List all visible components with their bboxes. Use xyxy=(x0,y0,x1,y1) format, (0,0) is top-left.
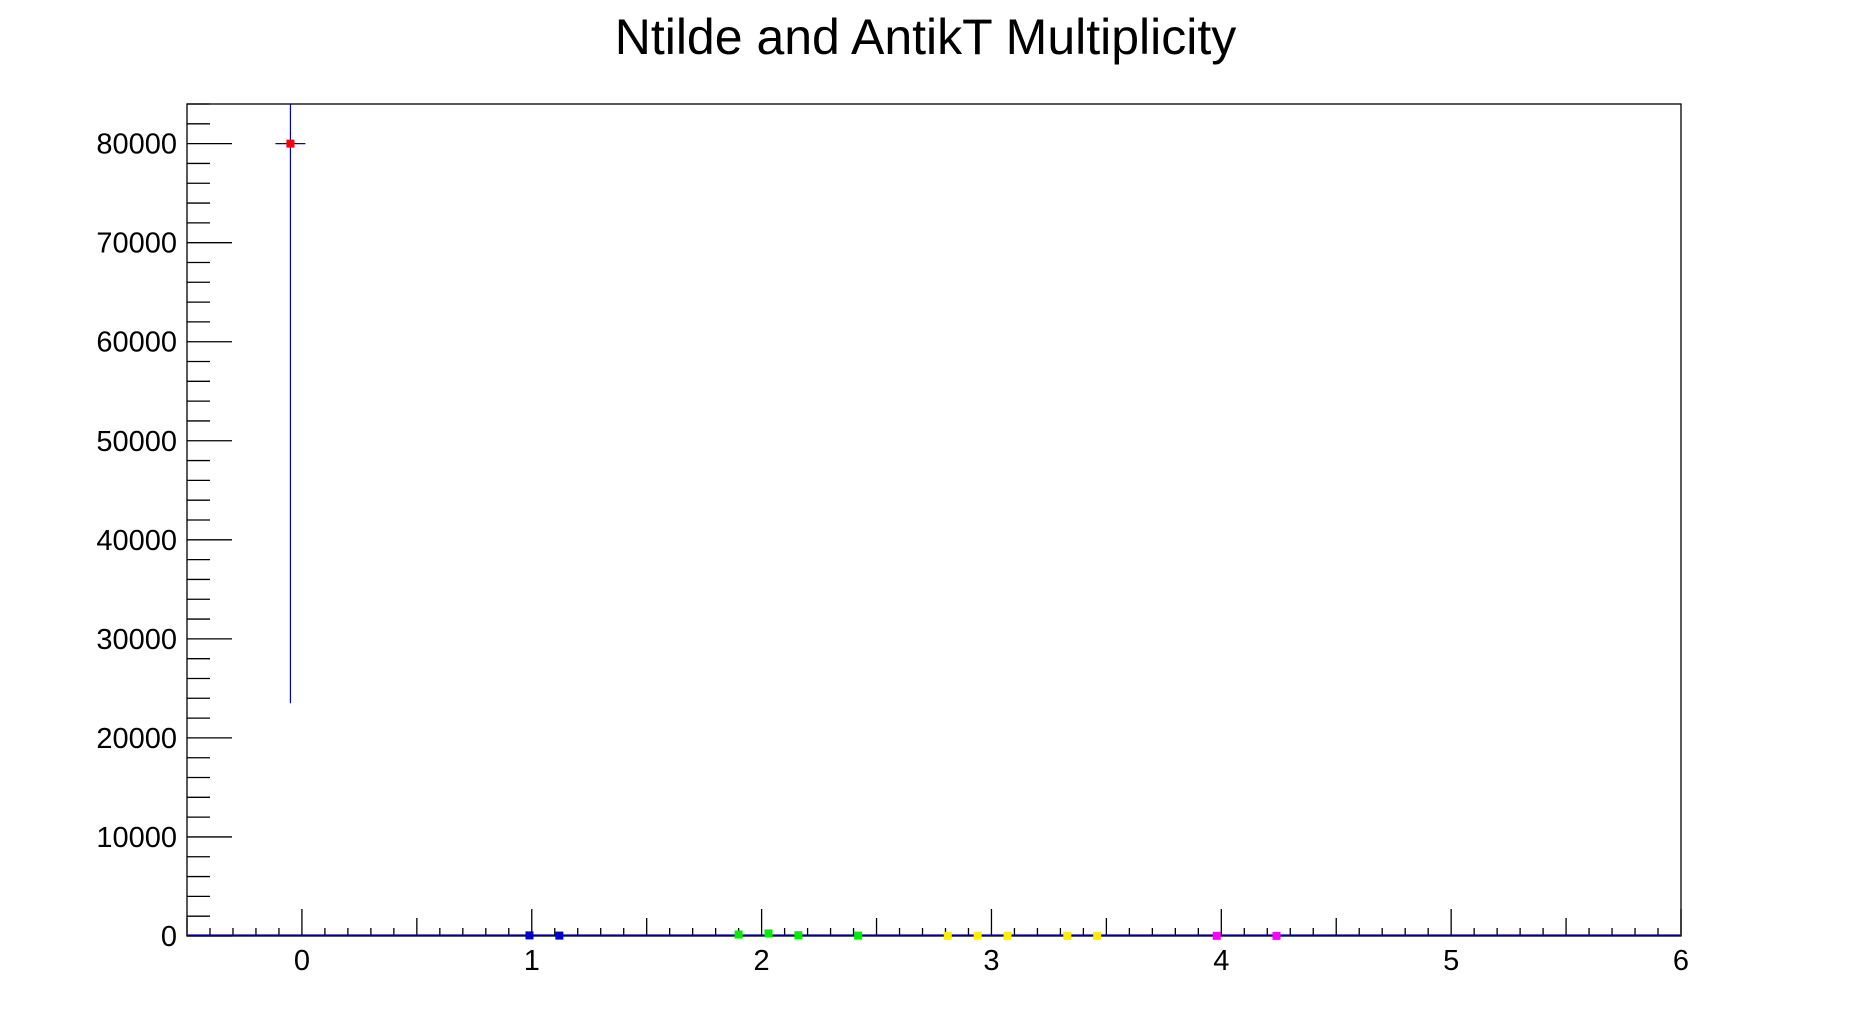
chart-title: Ntilde and AntikT Multiplicity xyxy=(614,9,1237,65)
y-tick-label: 10000 xyxy=(96,822,177,854)
data-point-s4-p1 xyxy=(1272,931,1281,940)
data-point-s1-p1 xyxy=(555,931,564,940)
x-tick-label: 5 xyxy=(1443,945,1459,977)
x-tick-label: 1 xyxy=(524,945,540,977)
x-axis: 0 1 2 3 4 5 6 xyxy=(186,909,1689,977)
data-points xyxy=(275,104,1281,940)
x-tick-label: 0 xyxy=(294,945,310,977)
data-point-s4-p0 xyxy=(1212,931,1221,940)
y-axis: 0 10000 20000 30000 40000 50000 60000 70000 8000… xyxy=(96,103,232,953)
data-point-s3-p1 xyxy=(973,931,982,940)
x-tick-label: 2 xyxy=(754,945,770,977)
plot-frame xyxy=(186,103,1682,937)
y-tick-label: 70000 xyxy=(96,228,177,260)
y-tick-label: 20000 xyxy=(96,723,177,755)
data-point-s1-p0 xyxy=(525,931,534,940)
y-tick-label: 30000 xyxy=(96,624,177,656)
x-tick-label: 3 xyxy=(983,945,999,977)
y-tick-label: 0 xyxy=(161,921,177,953)
data-point-s3-p2 xyxy=(1003,931,1012,940)
data-point-s2-p0 xyxy=(734,930,743,939)
y-tick-label: 80000 xyxy=(96,129,177,161)
data-point-s2-p2 xyxy=(794,931,803,940)
x-tick-label: 4 xyxy=(1213,945,1229,977)
data-point-s3-p3 xyxy=(1063,931,1072,940)
y-tick-label: 40000 xyxy=(96,525,177,557)
data-point-s2-p1 xyxy=(764,929,773,938)
y-tick-label: 60000 xyxy=(96,327,177,359)
data-point-s0-p0 xyxy=(286,139,295,148)
data-point-s2-p3 xyxy=(854,931,863,940)
y-tick-label: 50000 xyxy=(96,426,177,458)
data-point-s3-p4 xyxy=(1093,931,1102,940)
data-point-s3-p0 xyxy=(943,931,952,940)
x-tick-label: 6 xyxy=(1673,945,1689,977)
